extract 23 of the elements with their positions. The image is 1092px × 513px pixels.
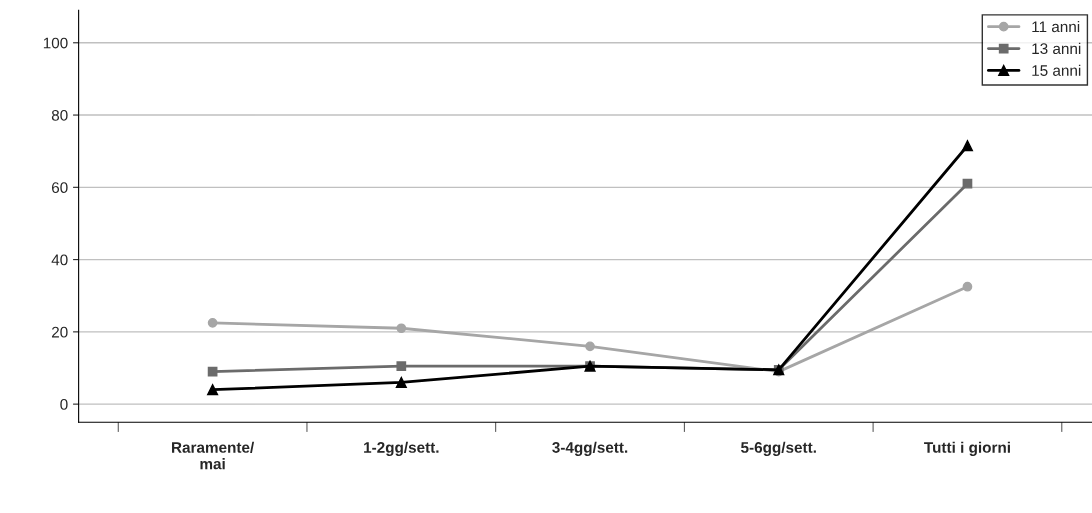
y-tick-label: 80 (51, 109, 68, 121)
x-tick-label: Raramente/ mai (172, 441, 255, 470)
y-tick-label: 60 (51, 182, 68, 194)
x-tick-label: 1-2gg/sett. (364, 441, 439, 456)
point (961, 140, 974, 152)
point (207, 384, 219, 396)
y-tick-label: 0 (60, 399, 68, 410)
point (962, 281, 973, 292)
point (396, 323, 407, 334)
x-tick-label: 5-6gg/sett. (741, 441, 816, 456)
legend-label: 11 anni (1032, 20, 1080, 33)
point (207, 317, 218, 328)
point (962, 178, 973, 189)
y-tick-label: 40 (51, 254, 68, 266)
legend-label: 15 anni (1032, 64, 1081, 76)
y-tick-label: 100 (43, 37, 68, 49)
legend-label: 13 anni (1032, 42, 1081, 55)
x-tick-label: Tutti i giorni (924, 441, 1010, 456)
y-tick-label: 20 (51, 326, 68, 338)
point (395, 376, 407, 389)
x-tick-label: 3-4gg/sett. (552, 441, 628, 456)
point (396, 361, 407, 372)
point (585, 341, 595, 352)
